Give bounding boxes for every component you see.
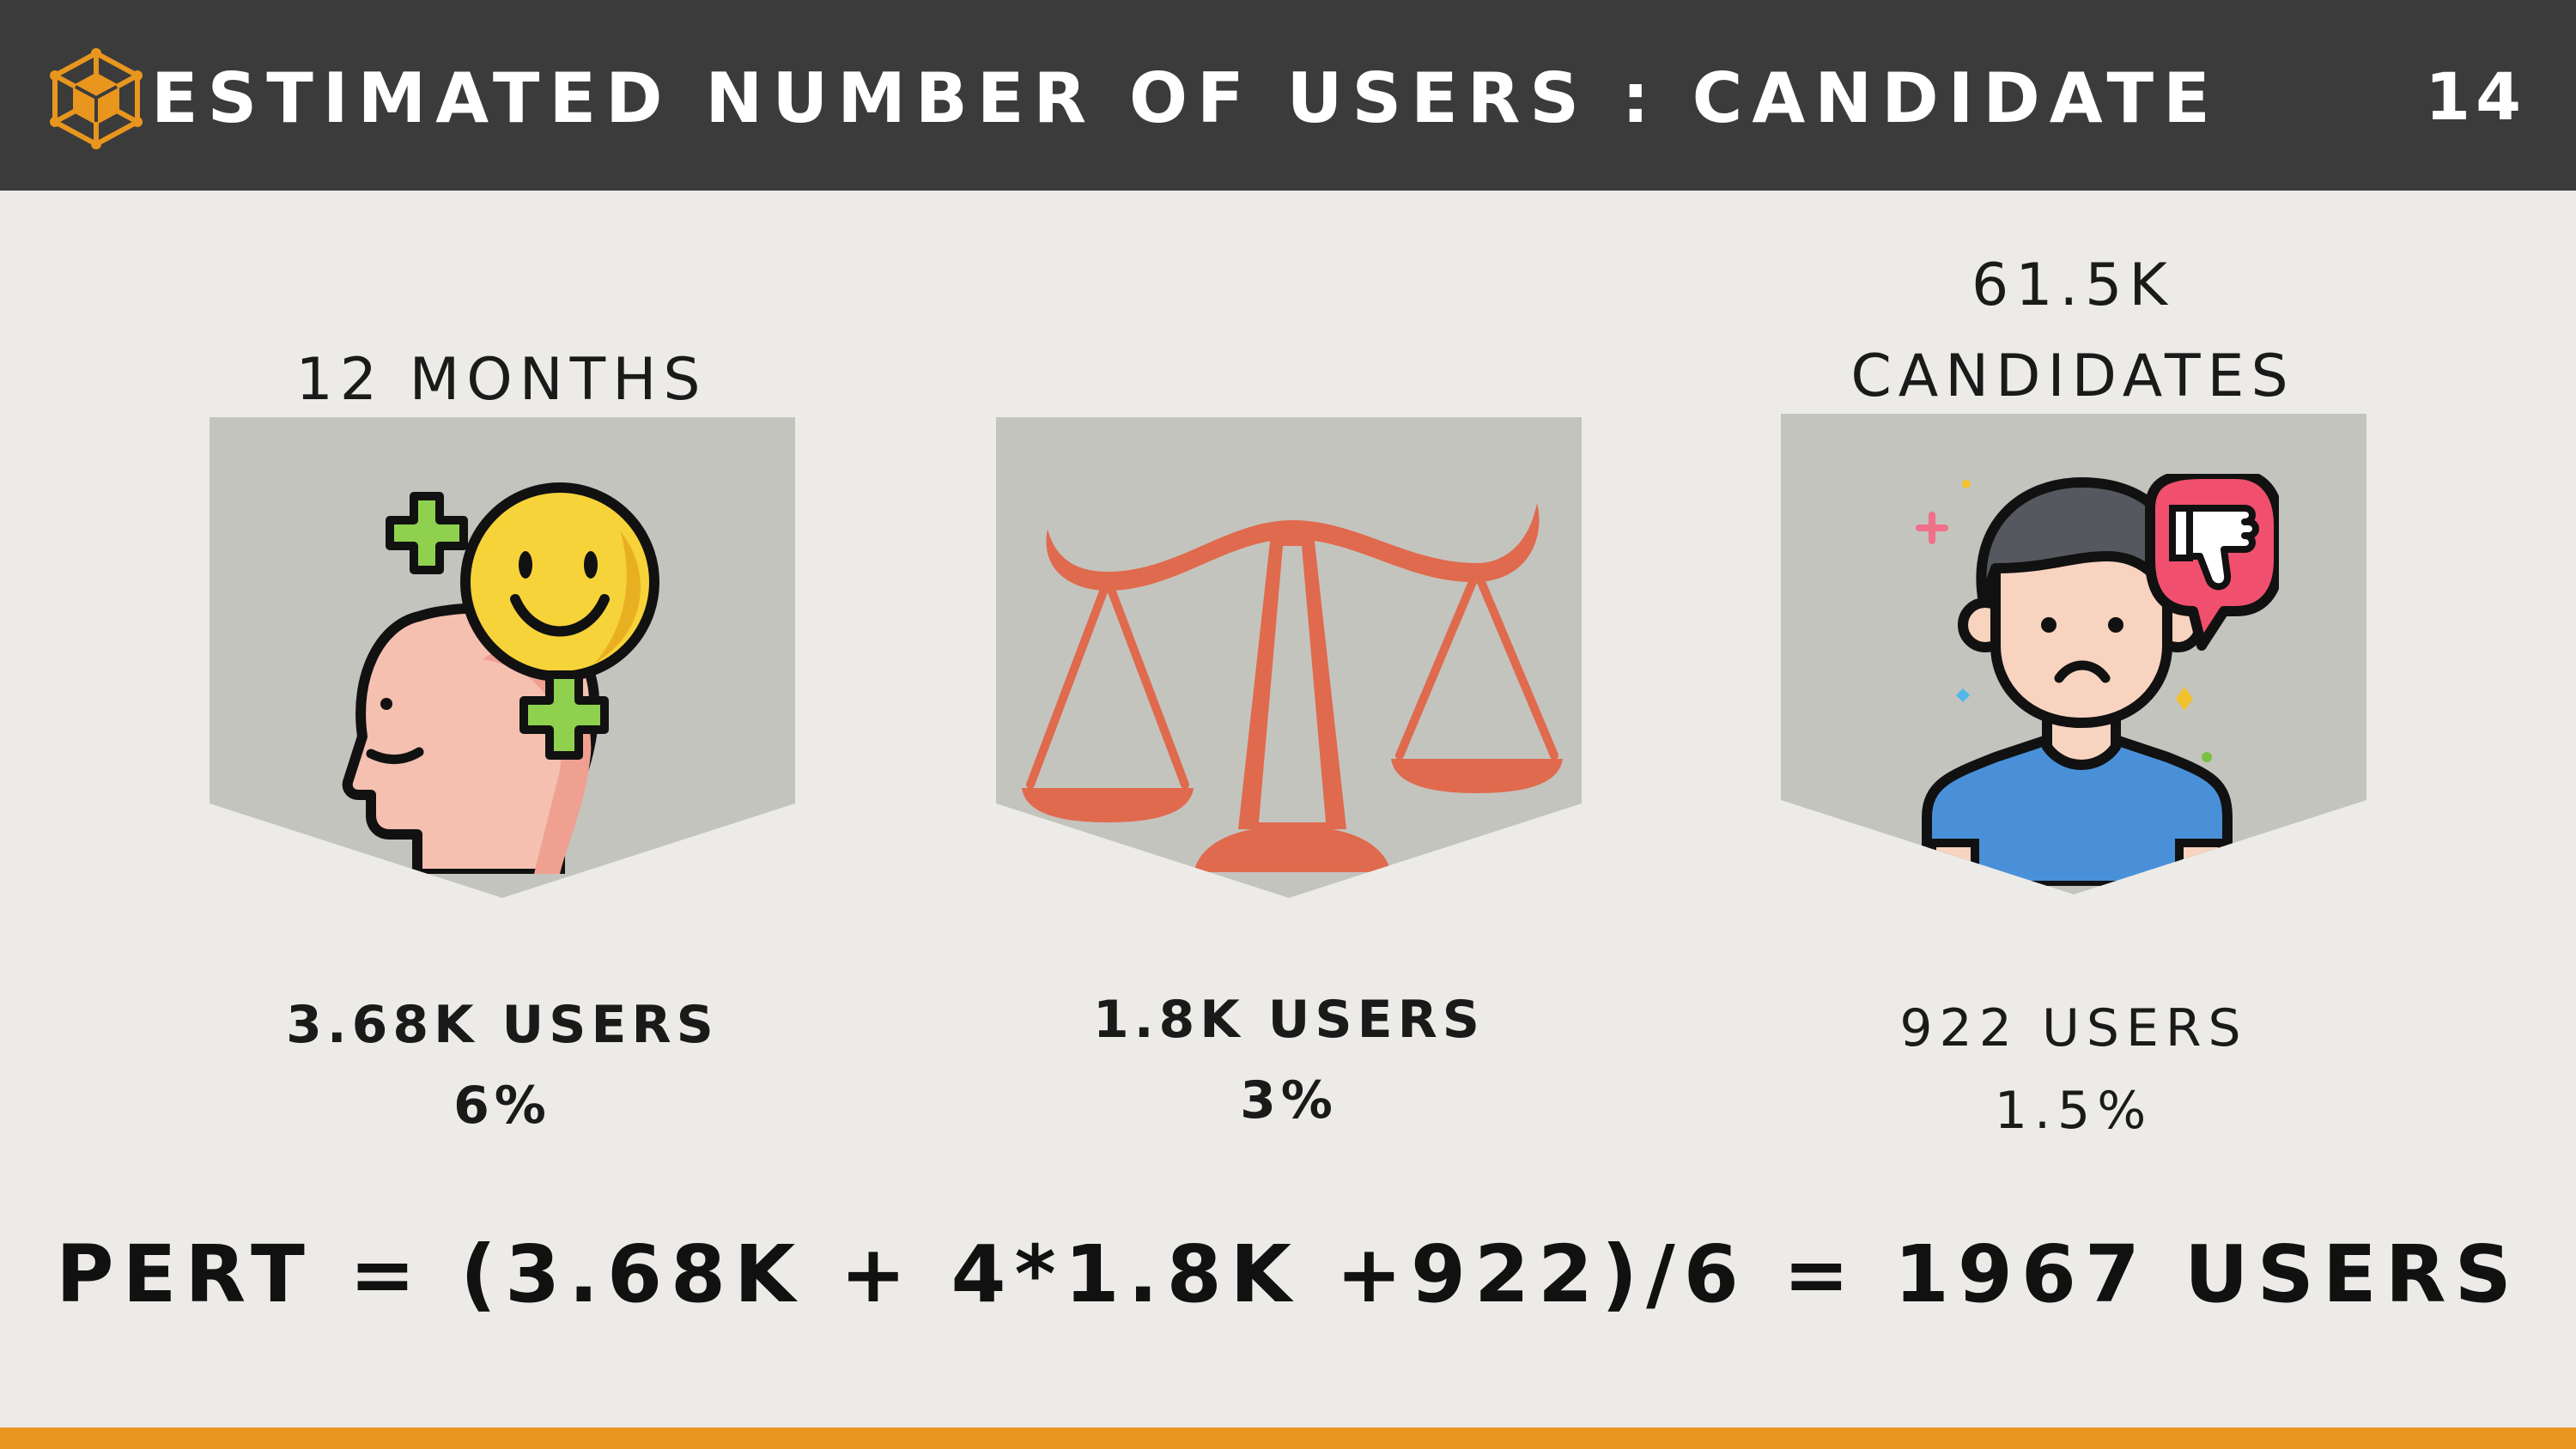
card-3-users: 922 USERS	[1899, 998, 2248, 1058]
pert-formula: PERT = (3.68K + 4*1.8K +922)/6 = 1967 US…	[56, 1228, 2520, 1320]
card-3-top-label-line1: 61.5K	[1971, 252, 2174, 319]
card-3-percent: 1.5%	[1994, 1081, 2154, 1141]
card-most-likely	[996, 417, 1582, 898]
card-optimistic	[210, 417, 795, 898]
slide-title: ESTIMATED NUMBER OF USERS : CANDIDATE	[151, 58, 2220, 138]
card-1-top-label: 12 MONTHS	[295, 346, 708, 414]
card-3-top-label-line2: CANDIDATES	[1850, 343, 2295, 410]
happy-head-icon	[342, 482, 659, 874]
bottom-accent-bar	[0, 1428, 2576, 1449]
card-2-users: 1.8K USERS	[1092, 990, 1485, 1050]
card-2-percent: 3%	[1240, 1070, 1338, 1131]
card-1-percent: 6%	[453, 1076, 551, 1136]
balance-scale-icon	[1022, 503, 1563, 872]
sad-person-thumbs-down-icon	[1916, 474, 2279, 886]
header-bar: ESTIMATED NUMBER OF USERS : CANDIDATE 14	[0, 0, 2576, 191]
card-pessimistic	[1781, 414, 2366, 894]
cube-network-icon	[50, 48, 143, 149]
page-number: 14	[2425, 58, 2526, 135]
card-1-users: 3.68K USERS	[286, 995, 719, 1055]
